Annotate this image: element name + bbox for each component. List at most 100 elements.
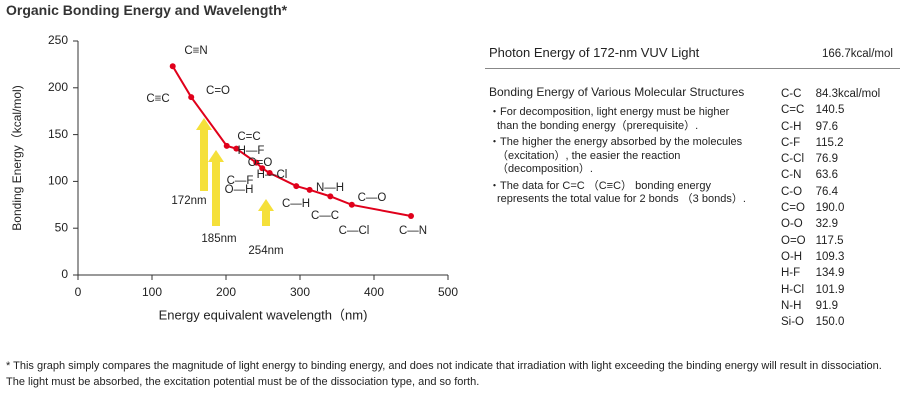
table-row: C=O 190.0 — [781, 200, 890, 216]
bond-name: Si-O — [781, 316, 804, 329]
bonding-table: C-C 84.3kcal/mol C=C 140.5 C-H 97.6 C-F 115.2 C-… — [781, 86, 890, 330]
bond-name: C=C — [781, 104, 805, 117]
footer-note: * This graph simply compares the magnitu… — [6, 360, 882, 372]
wavelength-label: 254nm — [248, 245, 283, 257]
bond-name: C-H — [781, 120, 802, 133]
bonding-title: Bonding Energy of Various Molecular Stru… — [489, 85, 745, 99]
bond-label: C—C — [311, 210, 339, 222]
x-tick-label: 0 — [75, 285, 82, 299]
bond-energy: 91.9 — [815, 299, 838, 312]
bond-name: O-H — [781, 250, 803, 263]
bond-label: C—F — [227, 175, 254, 187]
wavelength-label: 172nm — [171, 195, 206, 207]
bond-name: C-O — [781, 185, 803, 198]
table-row: C-H 97.6 — [781, 119, 890, 135]
bond-name: O=O — [781, 234, 806, 247]
bond-label: C≡N — [184, 45, 207, 57]
bonding-note: The higher the energy absorbed by the mo… — [489, 136, 751, 177]
y-tick-label: 100 — [48, 174, 68, 188]
bond-energy: 115.2 — [815, 136, 844, 149]
photon-value: 166.7kcal/mol — [822, 48, 893, 60]
table-row: C-C 84.3kcal/mol — [781, 86, 890, 102]
table-row: H-Cl 101.9 — [781, 282, 890, 298]
bond-name: H-F — [781, 267, 801, 280]
y-tick-label: 50 — [55, 220, 69, 234]
bond-energy: 101.9 — [815, 283, 845, 296]
footer: * This graph simply compares the magnitu… — [6, 358, 896, 390]
data-point — [223, 142, 230, 149]
bond-energy: 190.0 — [815, 202, 845, 215]
bond-label: H—F — [238, 145, 265, 157]
table-row: N-H 91.9 — [781, 298, 890, 314]
data-point — [259, 165, 266, 172]
page-title: Organic Bonding Energy and Wavelength* — [6, 2, 288, 18]
bond-energy: 109.3 — [815, 250, 845, 263]
bond-energy: 63.6 — [815, 169, 838, 182]
wavelength-arrow — [208, 150, 224, 226]
bond-energy: 150.0 — [815, 316, 845, 329]
data-point — [348, 201, 355, 208]
bonding-notes: For decomposition, light energy must be … — [489, 106, 751, 210]
footer-note: The light must be absorbed, the excitati… — [6, 376, 480, 388]
y-tick-label: 200 — [48, 80, 68, 94]
bonding-note: For decomposition, light energy must be … — [489, 106, 751, 133]
bond-label: H—Cl — [257, 169, 288, 181]
y-tick-label: 0 — [61, 267, 68, 281]
data-point — [188, 94, 195, 101]
bond-name: N-H — [781, 299, 802, 312]
wavelength-label: 185nm — [201, 233, 236, 245]
y-tick-label: 250 — [48, 33, 68, 47]
table-row: O-O 32.9 — [781, 216, 890, 232]
data-line — [171, 65, 412, 218]
table-row: C=C 140.5 — [781, 102, 890, 118]
table-row: O-H 109.3 — [781, 249, 890, 265]
x-tick-label: 400 — [364, 285, 384, 299]
data-point — [408, 213, 414, 220]
bond-energy: 32.9 — [815, 218, 838, 231]
bond-energy: 76.9 — [815, 153, 838, 166]
x-axis-label: Energy equivalent wavelength（nm) — [159, 307, 368, 322]
table-row: H-F 134.9 — [781, 265, 890, 281]
bond-energy: 134.9 — [815, 267, 845, 280]
bond-label: N—H — [316, 182, 344, 194]
photon-label: Photon Energy of 172-nm VUV Light — [489, 45, 700, 60]
bond-name: C-C — [781, 88, 802, 100]
x-tick-label: 500 — [438, 285, 458, 299]
table-row: C-N 63.6 — [781, 167, 890, 183]
data-point — [253, 159, 260, 166]
bond-label: C—H — [282, 198, 310, 210]
bond-name: C-N — [781, 169, 802, 182]
y-tick-label: 150 — [48, 127, 68, 141]
bond-name: C-F — [781, 136, 801, 149]
table-row: C-O 76.4 — [781, 184, 890, 200]
data-point — [306, 186, 313, 193]
bond-label: O=O — [248, 157, 273, 169]
bond-name: H-Cl — [781, 283, 804, 296]
wavelength-arrow — [258, 199, 274, 226]
x-tick-label: 100 — [142, 285, 162, 299]
bond-energy: 117.5 — [815, 234, 844, 247]
bond-name: O-O — [781, 218, 803, 231]
data-point — [293, 183, 300, 190]
data-point — [169, 63, 176, 70]
bond-name: C-Cl — [781, 153, 804, 166]
bond-label: C—N — [399, 225, 427, 237]
bond-label: C—Cl — [339, 225, 370, 237]
photon-row: Photon Energy of 172-nm VUV Light 166.7k… — [485, 40, 900, 69]
bonding-note: The data for C=C （C≡C） bonding energy re… — [489, 180, 751, 207]
bond-label: C=O — [206, 85, 230, 97]
bond-energy: 76.4 — [815, 185, 838, 198]
wavelength-arrow — [196, 118, 212, 191]
x-tick-label: 200 — [216, 285, 236, 299]
bond-label: C=C — [237, 131, 260, 143]
chart: 0 50 100 150 200 250 0 100 200 300 400 500 Energy eq… — [10, 33, 458, 322]
table-row: C-Cl 76.9 — [781, 151, 890, 167]
table-row: C-F 115.2 — [781, 135, 890, 151]
table-row: Si-O 150.0 — [781, 314, 890, 330]
x-tick-label: 300 — [290, 285, 310, 299]
bond-label: C≡C — [146, 93, 169, 105]
data-point — [327, 193, 334, 200]
bond-label: C—O — [358, 192, 387, 204]
data-point — [266, 169, 273, 176]
